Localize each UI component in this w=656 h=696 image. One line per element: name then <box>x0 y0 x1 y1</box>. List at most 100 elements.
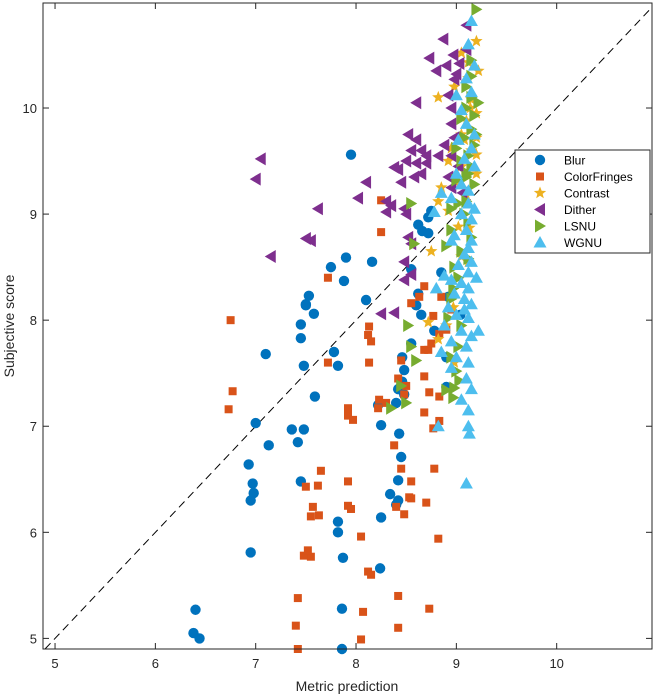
data-point-dither <box>447 48 459 62</box>
data-point-blur <box>393 428 405 439</box>
data-point-dither <box>410 133 422 147</box>
data-point-wgnu <box>454 276 468 289</box>
data-point-wgnu <box>449 308 463 320</box>
data-point-wgnu <box>469 271 483 283</box>
x-tick-label: 8 <box>352 656 359 671</box>
data-point-wgnu <box>464 329 478 342</box>
x-tick-label: 7 <box>252 656 259 671</box>
data-point-colorfringes <box>427 339 436 348</box>
data-point-wgnu <box>461 356 475 368</box>
data-point-dither <box>442 170 454 184</box>
data-point-wgnu <box>429 281 443 294</box>
data-point-colorfringes <box>434 534 443 543</box>
data-point-colorfringes <box>313 481 322 490</box>
data-point-lsnu <box>469 177 481 191</box>
data-point-wgnu <box>464 297 478 310</box>
data-point-wgnu <box>454 393 468 405</box>
data-point-colorfringes <box>400 390 409 399</box>
legend-label: WGNU <box>564 236 602 250</box>
data-point-dither <box>405 268 417 282</box>
legend-item-blur: Blur <box>534 154 585 168</box>
data-point-blur <box>398 364 410 376</box>
data-point-colorfringes <box>344 477 353 486</box>
data-point-dither <box>398 273 410 287</box>
data-point-colorfringes <box>291 621 300 630</box>
data-point-colorfringes <box>374 404 383 413</box>
legend-label: Contrast <box>564 187 610 201</box>
data-point-lsnu <box>453 271 465 285</box>
data-point-blur <box>384 488 396 500</box>
data-point-colorfringes <box>323 358 332 367</box>
data-point-wgnu <box>464 382 478 395</box>
data-point-dither <box>299 231 311 245</box>
data-point-contrast <box>432 194 445 207</box>
data-point-wgnu <box>457 152 471 164</box>
legend-item-dither: Dither <box>534 203 596 217</box>
data-point-lsnu <box>448 391 460 405</box>
data-point-blur <box>366 256 378 268</box>
legend-marker-triangle-right <box>535 219 546 233</box>
data-point-colorfringes <box>306 512 315 521</box>
plot-background <box>43 3 652 649</box>
data-point-wgnu <box>459 372 473 384</box>
points-layer <box>188 2 485 655</box>
data-point-colorfringes <box>435 416 444 425</box>
data-point-blur <box>340 252 352 263</box>
data-point-dither <box>456 186 468 200</box>
data-point-colorfringes <box>435 329 444 338</box>
data-point-colorfringes <box>314 511 323 520</box>
data-point-lsnu <box>441 383 453 397</box>
y-tick-label: 9 <box>30 207 37 222</box>
data-point-blur <box>298 360 310 371</box>
data-point-blur <box>345 149 357 160</box>
data-point-colorfringes <box>420 345 429 354</box>
data-point-contrast <box>470 34 483 47</box>
legend-marker-square <box>536 172 544 181</box>
data-point-lsnu <box>446 223 458 237</box>
data-point-colorfringes <box>323 273 332 282</box>
y-axis-label: Subjective score <box>1 274 17 377</box>
legend-label: ColorFringes <box>564 170 633 184</box>
legend-marker-star <box>533 186 547 199</box>
data-point-blur <box>338 275 350 287</box>
data-point-colorfringes <box>347 504 356 513</box>
data-point-colorfringes <box>420 372 429 381</box>
data-point-blur <box>395 451 407 463</box>
legend-label: LSNU <box>564 220 596 234</box>
data-point-dither <box>352 191 364 205</box>
data-point-lsnu <box>403 318 415 332</box>
data-point-blur <box>298 424 310 435</box>
data-point-lsnu <box>461 80 473 94</box>
data-point-lsnu <box>456 244 468 258</box>
data-point-colorfringes <box>377 228 386 237</box>
data-point-wgnu <box>461 196 475 209</box>
data-point-contrast <box>470 148 483 160</box>
data-point-wgnu <box>461 281 475 294</box>
data-point-colorfringes <box>407 477 416 486</box>
data-point-lsnu <box>396 379 408 393</box>
data-point-blur <box>263 440 274 451</box>
data-point-colorfringes <box>394 623 403 632</box>
data-point-colorfringes <box>357 532 366 541</box>
data-point-dither <box>410 96 422 110</box>
data-point-lsnu <box>469 108 481 122</box>
series-wgnu <box>427 14 485 489</box>
data-point-colorfringes <box>407 299 416 308</box>
data-point-wgnu <box>451 258 465 271</box>
data-point-blur <box>245 547 256 558</box>
data-point-wgnu <box>441 300 455 313</box>
data-point-wgnu <box>459 223 473 236</box>
data-point-contrast <box>422 315 435 328</box>
data-point-dither <box>410 156 422 170</box>
data-point-wgnu <box>459 477 473 489</box>
data-point-wgnu <box>444 234 458 246</box>
data-point-contrast <box>470 106 483 119</box>
data-point-contrast <box>425 244 438 257</box>
data-point-wgnu <box>454 207 468 220</box>
data-point-dither <box>437 32 449 46</box>
data-point-wgnu <box>462 427 476 439</box>
data-point-dither <box>311 202 323 216</box>
data-point-wgnu <box>457 303 471 315</box>
data-point-colorfringes <box>344 411 353 420</box>
